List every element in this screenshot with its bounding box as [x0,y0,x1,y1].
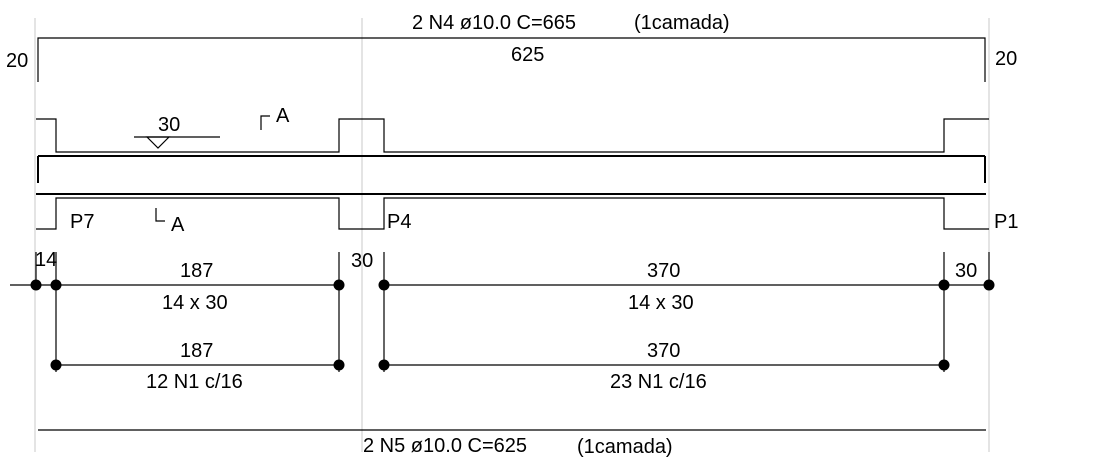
stirrup-span1-spec: 12 N1 c/16 [146,371,243,393]
dimension-node [50,279,62,291]
stirrup-dimension-line: 14 187 14 x 30 30 370 14 x 30 30 [10,249,995,372]
dim-span2-length: 370 [647,260,680,282]
dimension-node [30,279,42,291]
dim-right-end: 30 [955,260,977,282]
top-rebar: 2 N4 ø10.0 C=665 (1camada) 625 20 20 [6,12,1017,82]
cut-mark-bottom [155,208,165,222]
top-rebar-length: 625 [511,44,544,66]
top-rebar-label: 2 N4 ø10.0 C=665 [412,12,576,34]
dim-middle-support: 30 [351,250,373,272]
support-label-p7: P7 [70,211,94,233]
section-marker-triangle [145,136,171,149]
dimension-node [983,279,995,291]
top-rebar-hook-left: 20 [6,50,28,72]
top-rebar-layer: (1camada) [634,12,730,34]
stirrup-node [938,359,950,371]
dimension-node [333,279,345,291]
dim-span2-section: 14 x 30 [628,292,694,314]
support-label-p1: P1 [994,211,1018,233]
section-cut-value: 30 [158,114,180,136]
stirrup-node [333,359,345,371]
dimension-node [938,279,950,291]
cut-mark-top [260,115,270,130]
stirrup-node [50,359,62,371]
stirrup-span1-length: 187 [180,340,213,362]
top-rebar-hook-right: 20 [995,48,1017,70]
stirrup-bars: 187 12 N1 c/16 370 23 N1 c/16 [50,340,950,393]
beam-elevation: 30 A A P7 P4 P1 [36,105,1018,236]
bottom-rebar: 2 N5 ø10.0 C=625 (1camada) [38,429,986,458]
bottom-rebar-label: 2 N5 ø10.0 C=625 [363,435,527,457]
bottom-rebar-layer: (1camada) [577,436,673,458]
dim-left-end: 14 [35,249,57,271]
guide-lines [34,18,990,452]
stirrup-span2-spec: 23 N1 c/16 [610,371,707,393]
support-label-p4: P4 [387,211,411,233]
dimension-node [378,279,390,291]
dim-span1-length: 187 [180,260,213,282]
stirrup-node [378,359,390,371]
cut-label-top: A [276,105,290,127]
stirrup-span2-length: 370 [647,340,680,362]
dim-span1-section: 14 x 30 [162,292,228,314]
cut-label-bottom: A [171,214,185,236]
